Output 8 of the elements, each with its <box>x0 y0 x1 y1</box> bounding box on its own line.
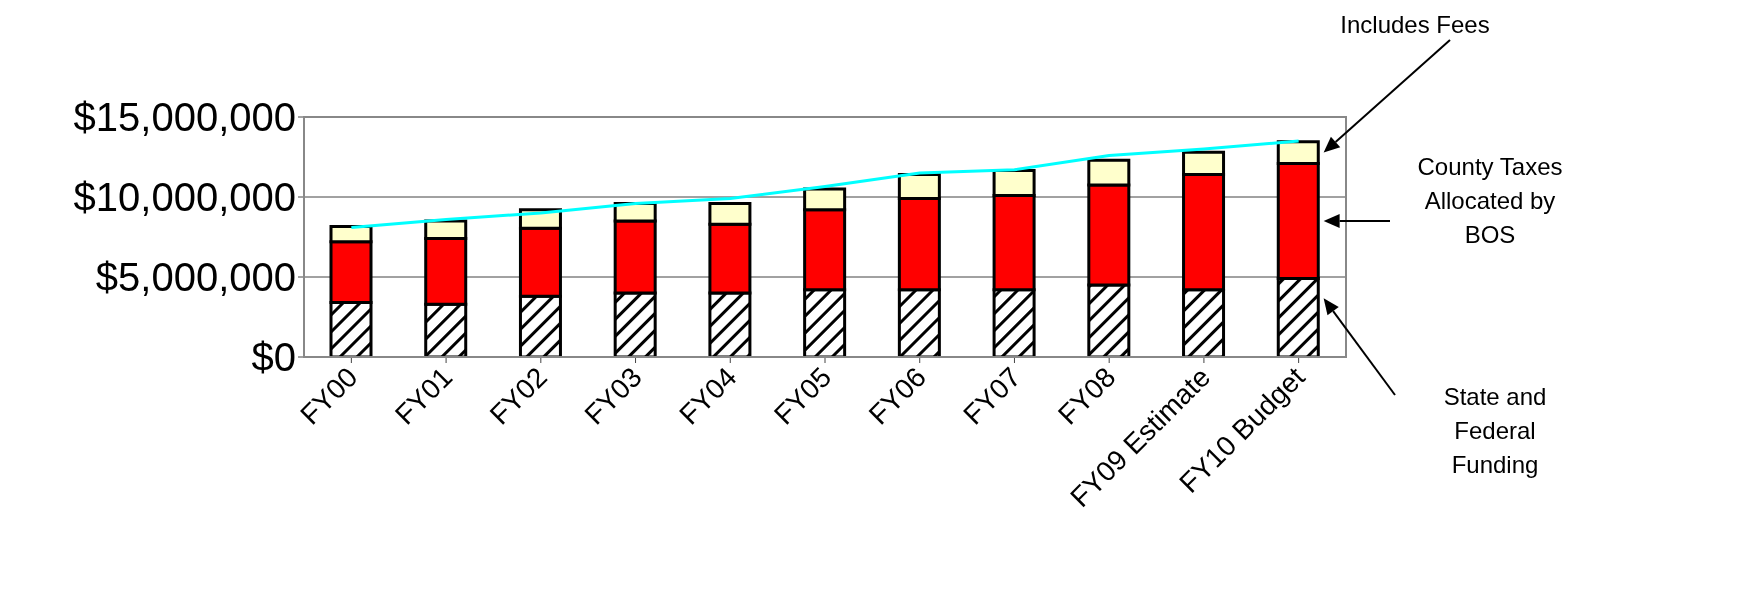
y-tick-label: $10,000,000 <box>73 175 296 220</box>
text: County Taxes Allocated by BOS <box>1416 152 1564 250</box>
line-series <box>349 139 1301 229</box>
y-tick-label: $5,000,000 <box>95 255 296 300</box>
text: Includes Fees <box>1339 10 1491 40</box>
text: State and Federal Funding <box>1442 382 1548 480</box>
y-tick-label: $0 <box>251 335 296 380</box>
y-tick-label: $15,000,000 <box>73 95 296 140</box>
